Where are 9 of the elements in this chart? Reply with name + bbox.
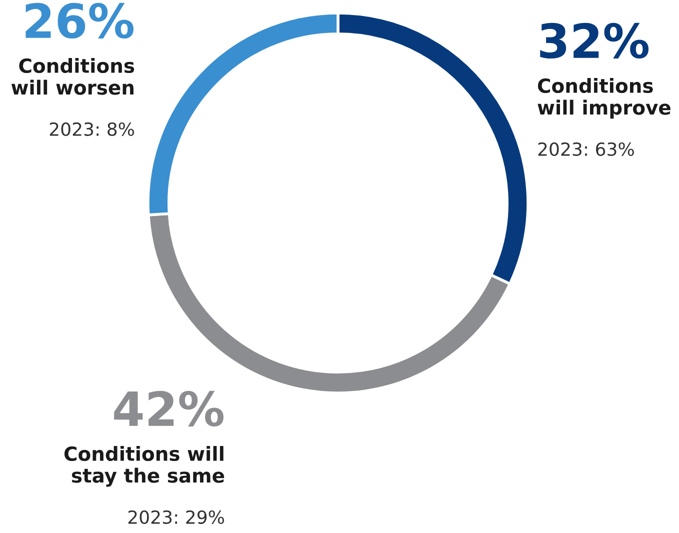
data-label: 32%: [540, 22, 649, 59]
slice-label: Conditions will worsen: [11, 58, 134, 95]
data-label: 42%: [114, 390, 224, 427]
slice-label: Conditions will improve: [538, 78, 670, 119]
data-label: 26%: [26, 2, 134, 39]
text: 2023: 63%: [538, 142, 634, 156]
slice-label: Conditions will stay the same: [64, 446, 224, 487]
text: 2023: 8%: [50, 122, 134, 136]
text: 2023: 29%: [128, 510, 224, 524]
